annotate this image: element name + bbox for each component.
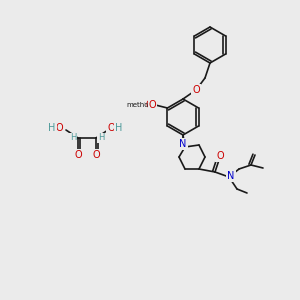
Text: O: O	[55, 123, 63, 133]
Text: H: H	[48, 123, 56, 133]
Text: H: H	[115, 123, 123, 133]
Text: O: O	[74, 150, 82, 160]
Text: O: O	[216, 151, 224, 161]
Text: H: H	[70, 134, 76, 142]
Text: O: O	[107, 123, 115, 133]
Text: methoxy: methoxy	[126, 102, 157, 108]
Text: O: O	[146, 100, 153, 110]
Text: N: N	[227, 171, 235, 181]
Text: O: O	[192, 85, 200, 95]
Text: H: H	[98, 134, 104, 142]
Text: O: O	[92, 150, 100, 160]
Text: O: O	[148, 100, 156, 110]
Text: N: N	[179, 139, 187, 149]
